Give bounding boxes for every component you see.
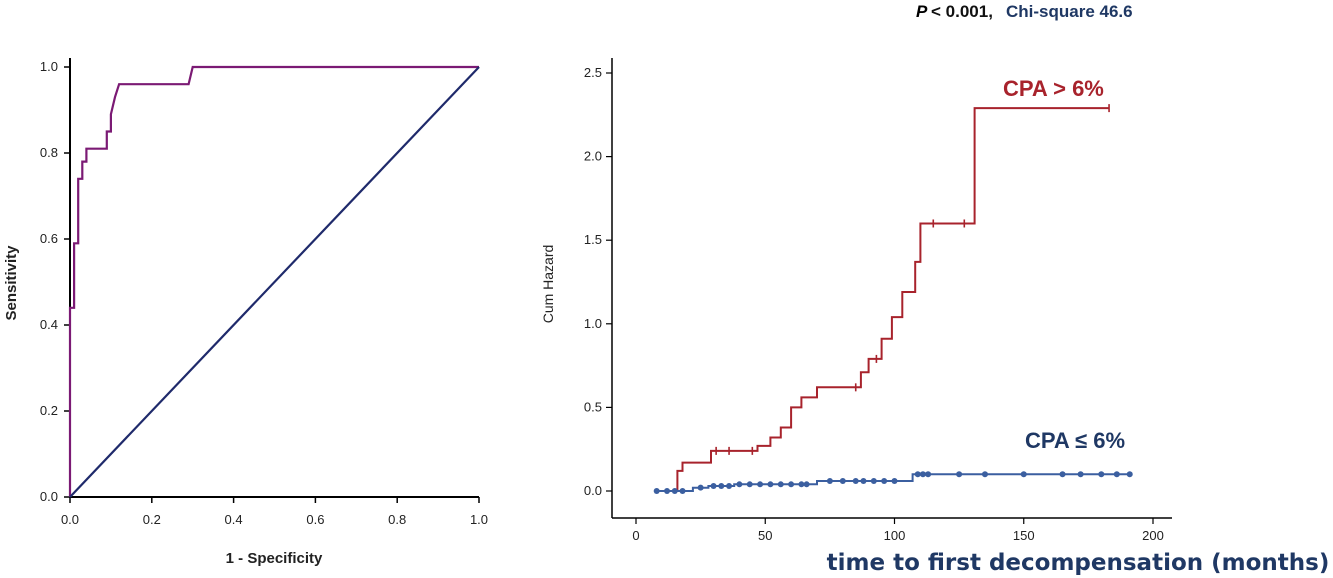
hazard-y-tick-label: 2.5 [584,65,602,80]
hazard-y-tick-label: 1.5 [584,232,602,247]
hazard-y-tick-label: 1.0 [584,316,602,331]
censor-mark-cpa-low [919,471,926,478]
hazard-chart: 0.0 0.5 1.0 1.5 2.0 2.5 0 50 100 150 200 time to … [540,58,1329,576]
roc-x-tick-label: 0.6 [306,512,324,527]
censor-mark-cpa-low [914,471,921,478]
roc-x-axis-title: 1 - Specificity [226,550,323,567]
hazard-x-tick-label: 200 [1142,528,1164,543]
roc-y-tick-label: 0.8 [40,145,58,160]
censor-mark-cpa-low [826,477,833,484]
censor-mark-cpa-low [981,471,988,478]
p-value: < 0.001, [931,2,993,21]
censor-mark-cpa-low [746,481,753,488]
hazard-y-tick-label: 0.0 [584,483,602,498]
series-label-cpa-high: CPA > 6% [1003,76,1104,101]
series-label-cpa-low: CPA ≤ 6% [1025,428,1125,453]
roc-x-tick-label: 1.0 [470,512,488,527]
censor-mark-cpa-low [671,488,678,494]
chi-square: Chi-square 46.6 [1006,2,1133,21]
roc-y-tick-label: 0.0 [40,489,58,504]
roc-y-tick-label: 0.2 [40,403,58,418]
roc-y-tick-label: 1.0 [40,59,58,74]
censor-mark-cpa-low [736,481,743,488]
hazard-x-tick-label: 50 [758,528,772,543]
roc-y-axis-title: Sensitivity [3,245,20,321]
censor-mark-cpa-low [1098,471,1105,478]
hazard-x-tick-label: 150 [1013,528,1035,543]
censor-mark-cpa-low [653,488,660,494]
censor-mark-cpa-low [767,481,774,488]
censor-mark-cpa-low [697,484,704,491]
roc-x-tick-label: 0.0 [61,512,79,527]
roc-x-tick-label: 0.2 [143,512,161,527]
censor-mark-cpa-low [956,471,963,478]
censor-mark-cpa-low [870,477,877,484]
censor-mark-cpa-low [1020,471,1027,478]
censor-mark-cpa-low [679,488,686,494]
censor-mark-cpa-low [664,488,671,494]
censor-mark-cpa-low [718,482,725,489]
censor-mark-cpa-low [1126,471,1133,478]
censor-mark-cpa-low [860,477,867,484]
hazard-x-tick-label: 0 [632,528,639,543]
roc-y-tick-label: 0.4 [40,317,58,332]
hazard-y-tick-label: 2.0 [584,149,602,164]
censor-mark-cpa-low [881,477,888,484]
censor-mark-cpa-low [726,482,733,489]
censor-mark-cpa-low [839,477,846,484]
roc-x-tick-label: 0.4 [225,512,243,527]
censor-mark-cpa-low [803,481,810,488]
hazard-y-tick-label: 0.5 [584,399,602,414]
censor-mark-cpa-low [1077,471,1084,478]
censor-mark-cpa-low [891,477,898,484]
censor-mark-cpa-low [925,471,932,478]
roc-y-tick-label: 0.6 [40,231,58,246]
hazard-curve-cpa-high [661,107,1110,492]
hazard-x-tick-label: 100 [884,528,906,543]
hazard-y-axis-title: Cum Hazard [540,245,556,324]
roc-reference-line [69,66,480,498]
censor-mark-cpa-low [757,481,764,488]
roc-curve [68,65,479,497]
censor-mark-cpa-low [710,482,717,489]
roc-chart: 0.0 0.2 0.4 0.6 0.8 1.0 0.0 0.2 0.4 0.6 0.8 1.0 1 … [3,58,488,567]
censor-mark-cpa-low [798,481,805,488]
censor-mark-cpa-low [852,477,859,484]
p-symbol: P [916,2,928,21]
censor-mark-cpa-low [1059,471,1066,478]
censor-mark-cpa-low [1113,471,1120,478]
censor-mark-cpa-low [777,481,784,488]
censor-mark-cpa-low [788,481,795,488]
hazard-x-axis-title: time to first decompensation (months) [827,550,1330,576]
hazard-curve-cpa-low [656,473,1130,492]
roc-x-tick-label: 0.8 [388,512,406,527]
